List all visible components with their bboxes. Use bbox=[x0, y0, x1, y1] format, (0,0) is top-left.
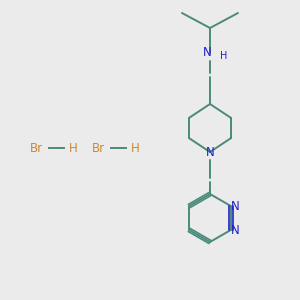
Text: N: N bbox=[206, 146, 214, 158]
Text: N: N bbox=[230, 224, 239, 236]
Text: Br: Br bbox=[29, 142, 43, 154]
Text: H: H bbox=[220, 51, 227, 61]
Text: H: H bbox=[130, 142, 140, 154]
Text: H: H bbox=[69, 142, 77, 154]
Text: N: N bbox=[202, 46, 211, 59]
Text: Br: Br bbox=[92, 142, 105, 154]
Text: N: N bbox=[230, 200, 239, 212]
